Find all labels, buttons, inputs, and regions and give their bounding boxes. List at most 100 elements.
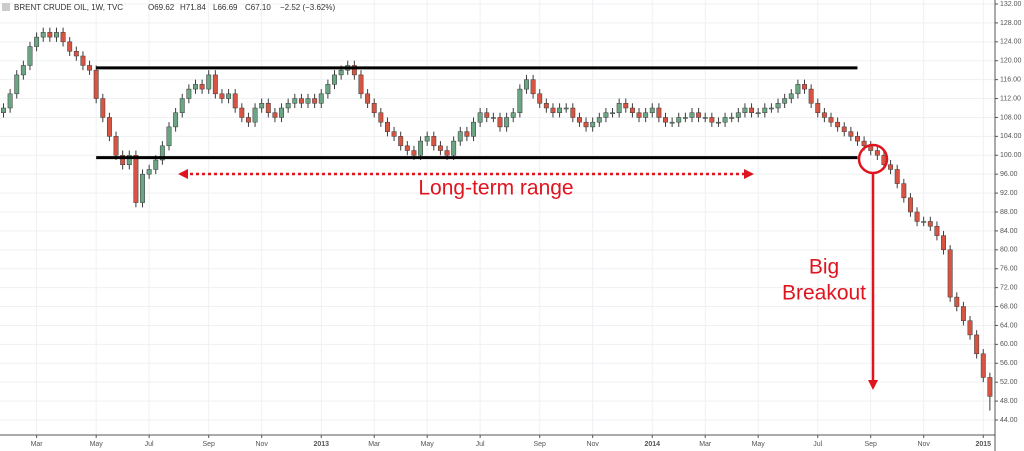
candle-body	[490, 117, 496, 119]
candle-body	[113, 136, 119, 156]
candle-body	[596, 117, 602, 123]
candle-body	[146, 169, 152, 175]
candle-body	[530, 79, 536, 95]
symbol-icon	[2, 3, 10, 11]
candle-body	[537, 93, 543, 104]
candle-body	[788, 93, 794, 99]
candle-body	[437, 145, 443, 151]
candle-body	[576, 117, 582, 123]
candle-body	[749, 107, 755, 113]
candle-body	[722, 117, 728, 123]
candle-body	[60, 32, 66, 43]
grid	[0, 0, 995, 435]
y-tick-label: 104.00	[1000, 133, 1022, 140]
candle-body	[742, 107, 748, 113]
quote-low: L66.69	[213, 3, 238, 12]
candle-body	[682, 117, 688, 119]
candle-body	[510, 112, 516, 118]
y-tick-label: 132.00	[1000, 1, 1022, 8]
candle-body	[245, 117, 251, 123]
y-tick-label: 116.00	[1000, 76, 1021, 83]
y-tick-label: 56.00	[1000, 360, 1018, 367]
candle-body	[159, 145, 165, 161]
candle-body	[557, 107, 563, 113]
candle-body	[702, 117, 708, 119]
y-tick-label: 112.00	[1000, 95, 1021, 102]
candle-body	[603, 112, 609, 118]
candle-body	[140, 173, 145, 203]
quote-change: −2.52 (−3.62%)	[280, 3, 335, 12]
x-tick-label: Nov	[586, 441, 599, 448]
candle-body	[848, 131, 854, 137]
candle-body	[802, 84, 807, 90]
quote-close: C67.10	[245, 3, 271, 12]
candle-body	[332, 74, 337, 85]
x-tick-label: Nov	[255, 441, 268, 448]
candle-body	[391, 131, 397, 137]
candle-body	[808, 88, 814, 104]
candle-body	[735, 112, 741, 118]
x-tick-label: Jul	[476, 441, 485, 448]
candle-body	[87, 65, 93, 71]
candle-body	[901, 183, 907, 199]
candle-body	[980, 353, 986, 378]
y-tick-label: 100.00	[1000, 152, 1022, 159]
candle-body	[954, 296, 960, 307]
candle-body	[656, 107, 662, 118]
candle-body	[252, 107, 258, 123]
candle-body	[762, 107, 768, 113]
candle-body	[431, 136, 437, 147]
candle-body	[444, 150, 450, 156]
y-tick-label: 96.00	[1000, 171, 1018, 178]
candle-body	[411, 150, 417, 156]
x-tick-label: Mar	[699, 441, 712, 448]
candle-body	[232, 93, 238, 109]
candle-body	[497, 117, 503, 128]
y-tick-label: 68.00	[1000, 303, 1018, 310]
candle-body	[775, 103, 781, 109]
candle-body	[40, 32, 46, 38]
breakout-arrow-head	[868, 380, 878, 390]
candle-body	[696, 112, 702, 118]
candle-body	[199, 84, 205, 90]
x-tick-label: Sep	[533, 441, 546, 448]
candle-body	[325, 84, 331, 95]
candle-body	[835, 121, 841, 128]
candle-body	[120, 155, 126, 165]
candle-body	[921, 221, 927, 223]
y-tick-label: 124.00	[1000, 39, 1022, 46]
candle-body	[855, 136, 860, 142]
x-tick-label: May	[90, 441, 104, 448]
x-tick-label: May	[421, 441, 435, 448]
candle-body	[106, 117, 112, 137]
candle-body	[524, 79, 529, 90]
candle-body	[623, 103, 629, 109]
candle-body	[960, 306, 966, 321]
candle-body	[1, 107, 6, 113]
y-tick-label: 128.00	[1000, 20, 1022, 27]
y-tick-label: 44.00	[1000, 417, 1018, 424]
candle-body	[709, 117, 715, 123]
candle-body	[239, 107, 245, 118]
x-tick-label: May	[752, 441, 766, 448]
candle-body	[93, 69, 99, 99]
x-tick-label: Sep	[864, 441, 877, 448]
candle-body	[636, 112, 642, 118]
candle-body	[272, 112, 278, 118]
candle-body	[385, 121, 390, 132]
candle-body	[888, 164, 894, 170]
candle-body	[378, 112, 384, 123]
candle-body	[126, 155, 132, 165]
candle-body	[676, 117, 682, 123]
candle-body	[318, 93, 324, 104]
candle-body	[212, 74, 218, 95]
candle-body	[755, 112, 761, 114]
candle-body	[689, 112, 695, 118]
candle-body	[643, 112, 649, 118]
candle-body	[583, 121, 589, 128]
candle-body	[424, 136, 430, 142]
candle-body	[312, 98, 318, 104]
y-tick-label: 52.00	[1000, 379, 1018, 386]
candle-body	[861, 140, 867, 147]
y-tick-label: 92.00	[1000, 190, 1018, 197]
